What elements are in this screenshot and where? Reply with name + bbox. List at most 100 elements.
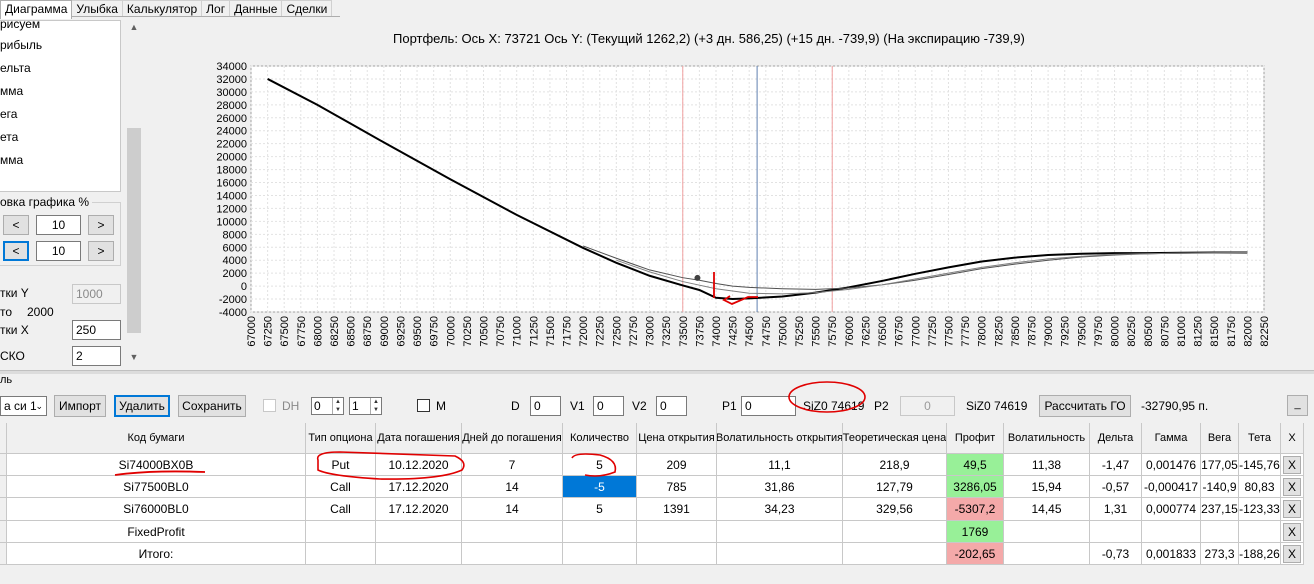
scroll-up-icon[interactable]: ▲ <box>129 22 139 32</box>
spin-2[interactable]: 1 ▲ ▼ <box>349 397 382 415</box>
table-cell[interactable] <box>462 542 563 565</box>
table-cell[interactable]: -1,47 <box>1090 454 1142 477</box>
table-cell[interactable]: -123,33 <box>1239 498 1281 521</box>
table-cell[interactable]: -188,26 <box>1239 542 1281 565</box>
table-cell[interactable]: FixedProfit <box>7 520 306 543</box>
table-cell[interactable]: 80,83 <box>1239 476 1281 499</box>
scroll-down-icon[interactable]: ▼ <box>129 352 139 362</box>
table-cell[interactable] <box>563 542 637 565</box>
tab-1[interactable]: Улыбка <box>71 0 123 17</box>
spin-arrows-icon[interactable]: ▲ ▼ <box>332 398 343 414</box>
save-button[interactable]: Сохранить <box>178 395 246 417</box>
table-cell[interactable]: 31,86 <box>717 476 843 499</box>
table-cell[interactable]: 237,15 <box>1201 498 1239 521</box>
import-button[interactable]: Импорт <box>54 395 106 417</box>
table-cell[interactable] <box>376 542 462 565</box>
table-cell[interactable]: 14,45 <box>1004 498 1090 521</box>
table-cell[interactable]: 14 <box>462 498 563 521</box>
y-step-input[interactable]: 1000 <box>72 284 121 304</box>
spin-1[interactable]: 0 ▲ ▼ <box>311 397 344 415</box>
series-item-6[interactable]: мма <box>0 153 24 167</box>
table-cell[interactable]: 14 <box>462 476 563 499</box>
table-cell[interactable]: 11,38 <box>1004 454 1090 477</box>
table-cell[interactable]: 273,3 <box>1201 542 1239 565</box>
delete-row-button[interactable]: X <box>1283 456 1301 474</box>
table-cell[interactable]: 34,23 <box>717 498 843 521</box>
table-cell[interactable] <box>563 520 637 543</box>
table-cell[interactable]: -0,57 <box>1090 476 1142 499</box>
scale-x-field[interactable]: 10 <box>36 215 81 235</box>
positions-grid[interactable]: Код бумаги Тип опциона Дата погашения Дней … <box>0 423 1304 565</box>
table-cell[interactable] <box>1004 542 1090 565</box>
table-cell[interactable]: 1391 <box>637 498 717 521</box>
x-step-input[interactable]: 250 <box>72 320 121 340</box>
series-item-0[interactable]: рисуем <box>0 20 41 31</box>
series-item-1[interactable]: рибыль <box>0 38 43 52</box>
table-cell[interactable]: 329,56 <box>843 498 947 521</box>
table-cell[interactable] <box>637 520 717 543</box>
table-cell[interactable]: Call <box>306 476 376 499</box>
dh-checkbox[interactable] <box>263 399 276 412</box>
table-cell[interactable] <box>1201 520 1239 543</box>
table-cell[interactable]: 49,5 <box>947 454 1004 477</box>
table-cell[interactable]: 17.12.2020 <box>376 476 462 499</box>
splitter[interactable] <box>0 370 1314 374</box>
scale-y-next-button[interactable]: > <box>88 241 114 261</box>
table-cell[interactable] <box>306 520 376 543</box>
table-cell[interactable] <box>376 520 462 543</box>
table-cell[interactable]: -0,73 <box>1090 542 1142 565</box>
minimize-button[interactable]: _ <box>1287 395 1308 416</box>
table-cell[interactable] <box>1004 520 1090 543</box>
table-cell[interactable]: Put <box>306 454 376 477</box>
table-cell[interactable]: Si74000BX0B <box>7 454 306 477</box>
table-cell[interactable]: -5307,2 <box>947 498 1004 521</box>
table-cell[interactable]: -0,000417 <box>1142 476 1201 499</box>
table-cell[interactable] <box>1142 520 1201 543</box>
table-cell[interactable] <box>717 542 843 565</box>
series-select[interactable]: а си 1 ⌄ <box>0 396 47 416</box>
left-scroll-thumb[interactable] <box>127 128 141 333</box>
p2-input[interactable]: 0 <box>900 396 955 416</box>
tab-3[interactable]: Лог <box>201 0 231 17</box>
table-cell[interactable]: -140,9 <box>1201 476 1239 499</box>
scale-x-prev-button[interactable]: < <box>3 215 29 235</box>
table-cell[interactable]: 0,001476 <box>1142 454 1201 477</box>
tab-0[interactable]: Диаграмма <box>0 0 73 19</box>
tab-5[interactable]: Сделки <box>281 0 333 17</box>
table-cell[interactable]: 17.12.2020 <box>376 498 462 521</box>
delete-row-button[interactable]: X <box>1283 544 1301 563</box>
table-cell[interactable]: 1,31 <box>1090 498 1142 521</box>
p1-input[interactable]: 0 <box>741 396 796 416</box>
table-cell[interactable]: Call <box>306 498 376 521</box>
table-cell[interactable] <box>1239 520 1281 543</box>
table-cell[interactable] <box>843 542 947 565</box>
table-cell[interactable]: 3286,05 <box>947 476 1004 499</box>
table-cell[interactable]: 0,001833 <box>1142 542 1201 565</box>
table-cell[interactable]: 209 <box>637 454 717 477</box>
series-item-3[interactable]: мма <box>0 84 24 98</box>
tab-2[interactable]: Калькулятор <box>121 0 203 17</box>
scale-x-next-button[interactable]: > <box>88 215 114 235</box>
delete-button[interactable]: Удалить <box>114 395 170 417</box>
table-cell[interactable] <box>306 542 376 565</box>
table-cell[interactable]: 5 <box>563 498 637 521</box>
spin-arrows-icon[interactable]: ▲ ▼ <box>370 398 381 414</box>
table-cell[interactable]: 10.12.2020 <box>376 454 462 477</box>
table-cell[interactable]: Итого: <box>7 542 306 565</box>
table-cell[interactable]: -202,65 <box>947 542 1004 565</box>
series-item-5[interactable]: ета <box>0 130 19 144</box>
scale-y-field[interactable]: 10 <box>36 241 81 261</box>
payoff-chart[interactable]: -4000 -2000 0 2000 4000 6000 8000 10000 12000 140… <box>142 18 1314 368</box>
v1-input[interactable]: 0 <box>593 396 624 416</box>
table-cell[interactable]: 15,94 <box>1004 476 1090 499</box>
table-cell[interactable]: 5 <box>563 454 637 477</box>
table-cell[interactable] <box>637 542 717 565</box>
v2-input[interactable]: 0 <box>656 396 687 416</box>
table-cell[interactable]: Si76000BL0 <box>7 498 306 521</box>
table-cell[interactable]: 127,79 <box>843 476 947 499</box>
delete-row-button[interactable]: X <box>1283 500 1301 519</box>
series-checklist[interactable]: рисуем рибыль ельта мма ега ета мма <box>0 20 121 192</box>
scale-y-prev-button[interactable]: < <box>3 241 29 261</box>
delete-row-button[interactable]: X <box>1283 522 1301 541</box>
table-cell[interactable]: -5 <box>563 476 637 499</box>
